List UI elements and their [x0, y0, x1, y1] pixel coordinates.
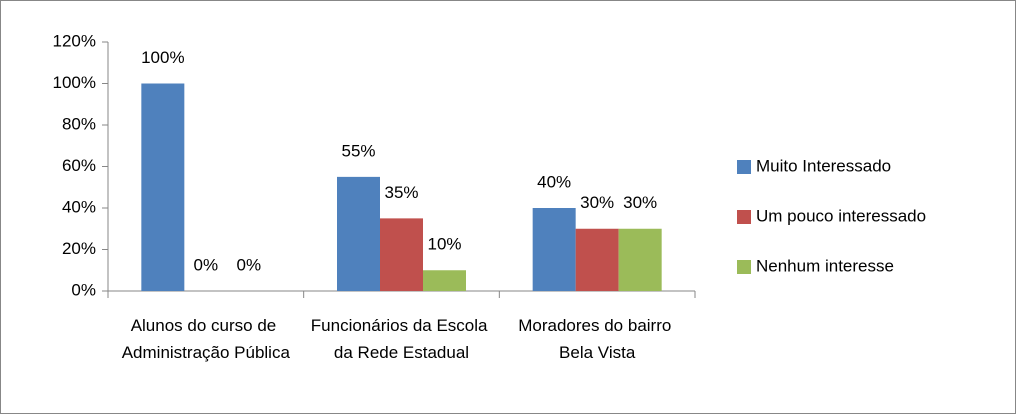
legend-label: Um pouco interessado — [756, 206, 926, 225]
y-tick-label: 0% — [71, 280, 96, 299]
bar — [337, 176, 380, 291]
x-tick-label: Funcionários da Escola da Rede Estadual — [311, 316, 492, 362]
bar — [532, 208, 576, 291]
legend-swatch — [737, 260, 751, 274]
bar — [380, 218, 423, 291]
legend-label: Muito Interessado — [756, 156, 891, 175]
y-tick-label: 80% — [62, 114, 96, 133]
bar — [575, 228, 619, 291]
data-label: 0% — [237, 255, 262, 274]
y-tick-label: 100% — [53, 73, 96, 92]
legend-swatch — [737, 160, 751, 174]
data-label: 30% — [623, 193, 657, 212]
y-tick-label: 120% — [53, 31, 96, 50]
y-tick-label: 20% — [62, 239, 96, 258]
legend-label: Nenhum interesse — [756, 256, 894, 275]
bar — [423, 270, 466, 291]
bar — [618, 228, 662, 291]
data-label: 55% — [341, 141, 375, 160]
data-label: 35% — [384, 183, 418, 202]
x-tick-label: Moradores do bairro Bela Vista — [518, 316, 676, 362]
x-tick-label: Alunos do curso de Administração Pública — [122, 316, 291, 362]
legend-swatch — [737, 210, 751, 224]
y-tick-label: 60% — [62, 156, 96, 175]
data-label: 10% — [427, 235, 461, 254]
data-label: 30% — [580, 193, 614, 212]
y-tick-label: 40% — [62, 197, 96, 216]
data-label: 40% — [537, 172, 571, 191]
data-label: 0% — [194, 255, 219, 274]
bar — [141, 83, 185, 291]
data-label: 100% — [141, 48, 184, 67]
